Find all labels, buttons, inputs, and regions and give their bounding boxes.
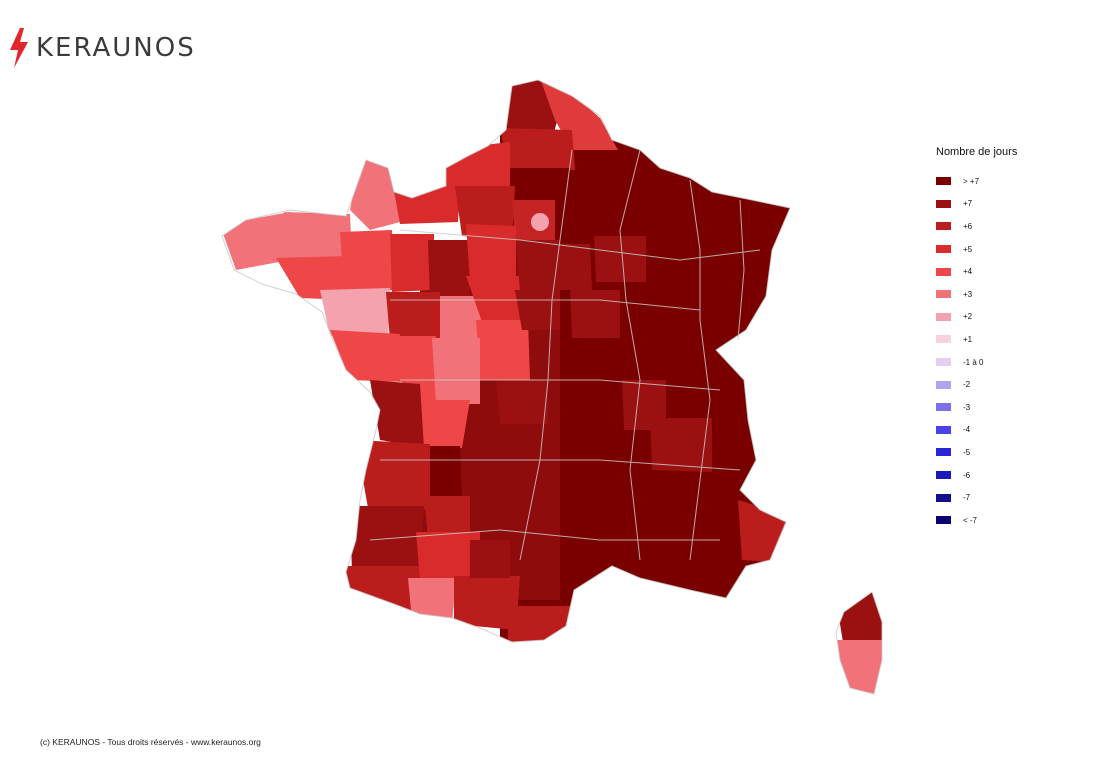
legend-label: < -7	[963, 515, 978, 525]
dept-nord	[540, 80, 618, 150]
dept-pas-de-calais	[500, 80, 560, 140]
legend-label: -3	[963, 402, 971, 412]
dept-mayenne	[390, 234, 434, 292]
dept-vendee	[330, 330, 404, 382]
legend-swatch	[936, 312, 951, 321]
legend-item: -7	[936, 486, 1056, 509]
legend-title: Nombre de jours	[936, 146, 1018, 158]
dept-charente-maritime	[370, 380, 424, 448]
legend-item: +7	[936, 193, 1056, 216]
legend-item: -2	[936, 373, 1056, 396]
dept-somme	[500, 128, 575, 170]
legend-swatch	[936, 448, 951, 457]
dept-loiret	[466, 276, 520, 322]
legend-label: -6	[963, 470, 971, 480]
legend-item: -5	[936, 441, 1056, 464]
legend-swatch	[936, 380, 951, 389]
dept-morbihan	[276, 256, 350, 300]
department-regions	[222, 80, 882, 694]
legend-label: -5	[963, 447, 971, 457]
dept-haute-marne	[594, 236, 646, 282]
dept-allier	[496, 380, 548, 424]
legend-item: +5	[936, 238, 1056, 261]
dept-paris	[531, 213, 549, 231]
copyright-footer: (c) KERAUNOS - Tous droits réservés - ww…	[40, 737, 261, 747]
dept-eure-et-loir	[466, 224, 516, 282]
dept-corse-du-sud	[832, 640, 882, 694]
dept-maine-et-loire	[386, 292, 440, 340]
department-borders	[221, 79, 883, 695]
legend-item: +4	[936, 260, 1056, 283]
legend-swatch	[936, 335, 951, 344]
dept-cotes-armor	[284, 212, 352, 260]
legend-swatch	[936, 358, 951, 367]
map-legend: Nombre de jours > +7 +7 +6 +5 +4 +3 +2 +1 -1 à 0…	[936, 146, 1056, 532]
legend-label: +6	[963, 221, 973, 231]
lightning-bolt-icon	[10, 28, 28, 68]
dept-oise	[508, 168, 572, 206]
dept-sarthe	[428, 240, 470, 300]
legend-swatch	[936, 516, 951, 525]
legend-label: -2	[963, 380, 971, 390]
legend-item: +3	[936, 283, 1056, 306]
legend-item: +6	[936, 215, 1056, 238]
legend-swatch	[936, 222, 951, 231]
legend-label: -1 à 0	[963, 357, 984, 367]
dept-finistere	[222, 212, 290, 270]
dept-loire-atlantique	[320, 288, 390, 340]
legend-swatch	[936, 267, 951, 276]
dept-ain	[622, 380, 666, 430]
legend-item: < -7	[936, 509, 1056, 532]
dept-cher	[476, 320, 530, 380]
legend-item: +1	[936, 328, 1056, 351]
legend-label: +7	[963, 199, 973, 209]
dept-cote-dor	[570, 290, 620, 338]
dept-pyrenees-atlantiques	[340, 566, 420, 616]
legend-label: -7	[963, 493, 971, 503]
dept-tarn-et-garonne	[470, 540, 510, 578]
dept-nievre-north	[515, 290, 560, 330]
dept-vienne	[432, 338, 480, 404]
legend-label: +5	[963, 244, 973, 254]
legend-items: > +7 +7 +6 +5 +4 +3 +2 +1 -1 à 0 -2 -3 -4 -5 -6 -7 < -7	[936, 170, 1056, 532]
dept-isere	[650, 418, 712, 472]
legend-item: +2	[936, 306, 1056, 329]
legend-swatch	[936, 290, 951, 299]
legend-swatch	[936, 403, 951, 412]
dept-haute-vienne	[410, 400, 470, 450]
dept-lot-et-garonne	[424, 496, 470, 538]
legend-item: -6	[936, 464, 1056, 487]
legend-swatch	[936, 471, 951, 480]
dept-yonne-west	[516, 240, 562, 292]
dept-gironde	[356, 440, 430, 510]
legend-label: +1	[963, 334, 973, 344]
legend-label: +3	[963, 289, 973, 299]
legend-swatch	[936, 493, 951, 502]
legend-label: > +7	[963, 176, 980, 186]
dept-manche	[350, 160, 400, 230]
legend-swatch	[936, 245, 951, 254]
dept-ille-et-vilaine	[340, 230, 392, 296]
dept-gers	[416, 532, 480, 580]
legend-swatch	[936, 199, 951, 208]
legend-swatch	[936, 425, 951, 434]
dept-indre-et-loire	[440, 296, 482, 344]
legend-item: > +7	[936, 170, 1056, 193]
keraunos-logo: KERAUNOS	[8, 28, 196, 68]
legend-label: -4	[963, 425, 971, 435]
legend-label: +4	[963, 267, 973, 277]
dept-aube	[560, 244, 592, 290]
brand-name: KERAUNOS	[36, 33, 196, 63]
legend-label: +2	[963, 312, 973, 322]
legend-item: -3	[936, 396, 1056, 419]
dept-haute-garonne	[454, 576, 520, 630]
dept-calvados	[392, 180, 460, 224]
legend-item: -4	[936, 419, 1056, 442]
dept-hautes-pyrenees	[408, 578, 456, 624]
legend-item: -1 à 0	[936, 351, 1056, 374]
legend-swatch	[936, 177, 951, 186]
